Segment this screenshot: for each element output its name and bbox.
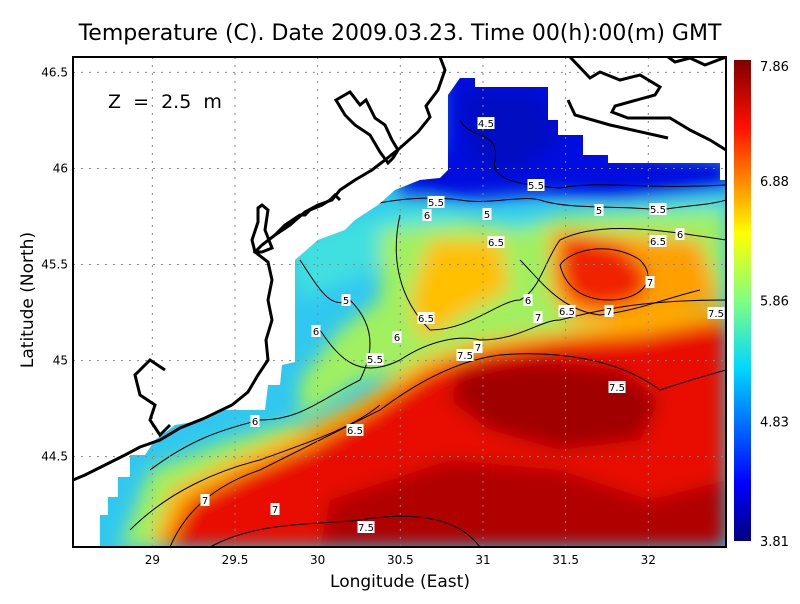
contour-label: 6 <box>677 230 683 241</box>
contour-label-bg <box>366 353 384 365</box>
contour-label-bg <box>357 521 375 533</box>
contour-label-bg <box>487 236 505 248</box>
contour-label-bg <box>608 381 626 393</box>
contour-label-bg <box>200 494 210 506</box>
colorbar <box>734 60 751 541</box>
contour-label: 7 <box>647 278 653 289</box>
x-tick-label: 30 <box>310 553 325 567</box>
contour-label-bg <box>417 312 435 324</box>
contour-label-bg <box>311 325 321 337</box>
x-tick-label: 29.5 <box>222 553 249 567</box>
x-axis-label: Longitude (East) <box>330 572 470 592</box>
contour-label: 7.5 <box>609 383 625 394</box>
contour-label: 7.5 <box>358 523 374 534</box>
y-tick-label: 45 <box>53 354 68 368</box>
contour-label: 6.5 <box>559 307 575 318</box>
contour-label: 7 <box>535 313 541 324</box>
contour-label: 4.5 <box>478 119 494 130</box>
contour-label: 5 <box>484 210 490 221</box>
x-tick-label: 31 <box>475 553 490 567</box>
contour-label: 7 <box>272 505 278 516</box>
contour-label: 6.5 <box>347 426 363 437</box>
contour-label: 5 <box>596 206 602 217</box>
contour-label: 5 <box>343 296 349 307</box>
contour-label-bg <box>527 179 545 191</box>
contour-labels: 4.55.55.56 5 5 5.566.5 6.55 676.5 77 7.56.56675… <box>200 117 725 534</box>
contour-label-bg <box>473 341 483 353</box>
contour-label-bg <box>649 235 667 247</box>
contour-label-bg <box>392 331 402 343</box>
contour-label: 6 <box>525 296 531 307</box>
contour-label-bg <box>456 349 474 361</box>
hottest-region <box>450 360 660 450</box>
contour-label-bg <box>649 203 667 215</box>
contour-label: 6 <box>424 211 430 222</box>
contour-label-bg <box>477 117 495 129</box>
colorbar-tick-label: 4.83 <box>760 415 789 430</box>
x-tick-label: 32 <box>641 553 656 567</box>
depth-annotation: Z = 2.5 m <box>108 91 222 113</box>
contour-label-bg <box>427 196 445 208</box>
colorbar-tick-label: 7.86 <box>760 60 789 75</box>
contour-label-bg <box>594 204 604 216</box>
contour-label: 6.5 <box>488 238 504 249</box>
contour-label-bg <box>675 228 685 240</box>
contour-label: 7 <box>606 307 612 318</box>
y-tick-label: 44.5 <box>41 450 68 464</box>
x-axis-ticks: 29 29.5 30 30.5 31 31.5 32 <box>145 553 656 567</box>
contour-label-bg <box>250 415 260 427</box>
contour-label: 7.5 <box>708 309 724 320</box>
coastline <box>73 57 726 482</box>
contour-label-bg <box>482 208 492 220</box>
contour-label-bg <box>422 209 432 221</box>
contour-label-bg <box>558 305 576 317</box>
x-tick-label: 31.5 <box>552 553 579 567</box>
contour-label-bg <box>645 276 655 288</box>
contour-label: 7 <box>475 343 481 354</box>
contour-label: 5.5 <box>528 181 544 192</box>
plot-frame <box>72 56 727 548</box>
x-tick-label: 29 <box>145 553 160 567</box>
contour-label: 7.5 <box>457 351 473 362</box>
contour-label: 6.5 <box>418 314 434 325</box>
colorbar-tick-label: 6.88 <box>760 175 789 190</box>
colorbar-ticks: 7.86 6.88 5.86 4.83 3.81 <box>760 60 789 550</box>
contour-label: 6.5 <box>650 237 666 248</box>
colorbar-tick-label: 3.81 <box>760 535 789 550</box>
contour-label: 5.5 <box>428 198 444 209</box>
contour-label-bg <box>523 294 533 306</box>
hottest-region-south <box>320 460 726 547</box>
contour-label-bg <box>533 311 543 323</box>
contour-label: 5.5 <box>650 205 666 216</box>
contour-label: 6 <box>313 327 319 338</box>
contour-label-bg <box>707 307 725 319</box>
contour-label: 5.5 <box>367 355 383 366</box>
grid-lines <box>73 57 726 547</box>
contour-label: 6 <box>394 333 400 344</box>
contour-label: 6 <box>252 417 258 428</box>
x-tick-label: 30.5 <box>387 553 414 567</box>
y-axis-label: Latitude (North) <box>18 232 38 368</box>
coldest-region <box>460 90 560 170</box>
chart-title: Temperature (C). Date 2009.03.23. Time 0… <box>78 21 722 46</box>
y-tick-label: 46.5 <box>41 65 68 79</box>
contour-label-bg <box>270 503 280 515</box>
contour-label-bg <box>346 424 364 436</box>
contour-label: 7 <box>202 496 208 507</box>
y-tick-label: 45.5 <box>41 258 68 272</box>
y-tick-label: 46 <box>53 161 68 175</box>
contour-label-bg <box>341 294 351 306</box>
contour-label-bg <box>604 305 614 317</box>
y-axis-ticks: 46.5 46 45.5 45 44.5 <box>41 65 68 463</box>
cold-region <box>400 78 726 200</box>
colorbar-tick-label: 5.86 <box>760 295 789 310</box>
